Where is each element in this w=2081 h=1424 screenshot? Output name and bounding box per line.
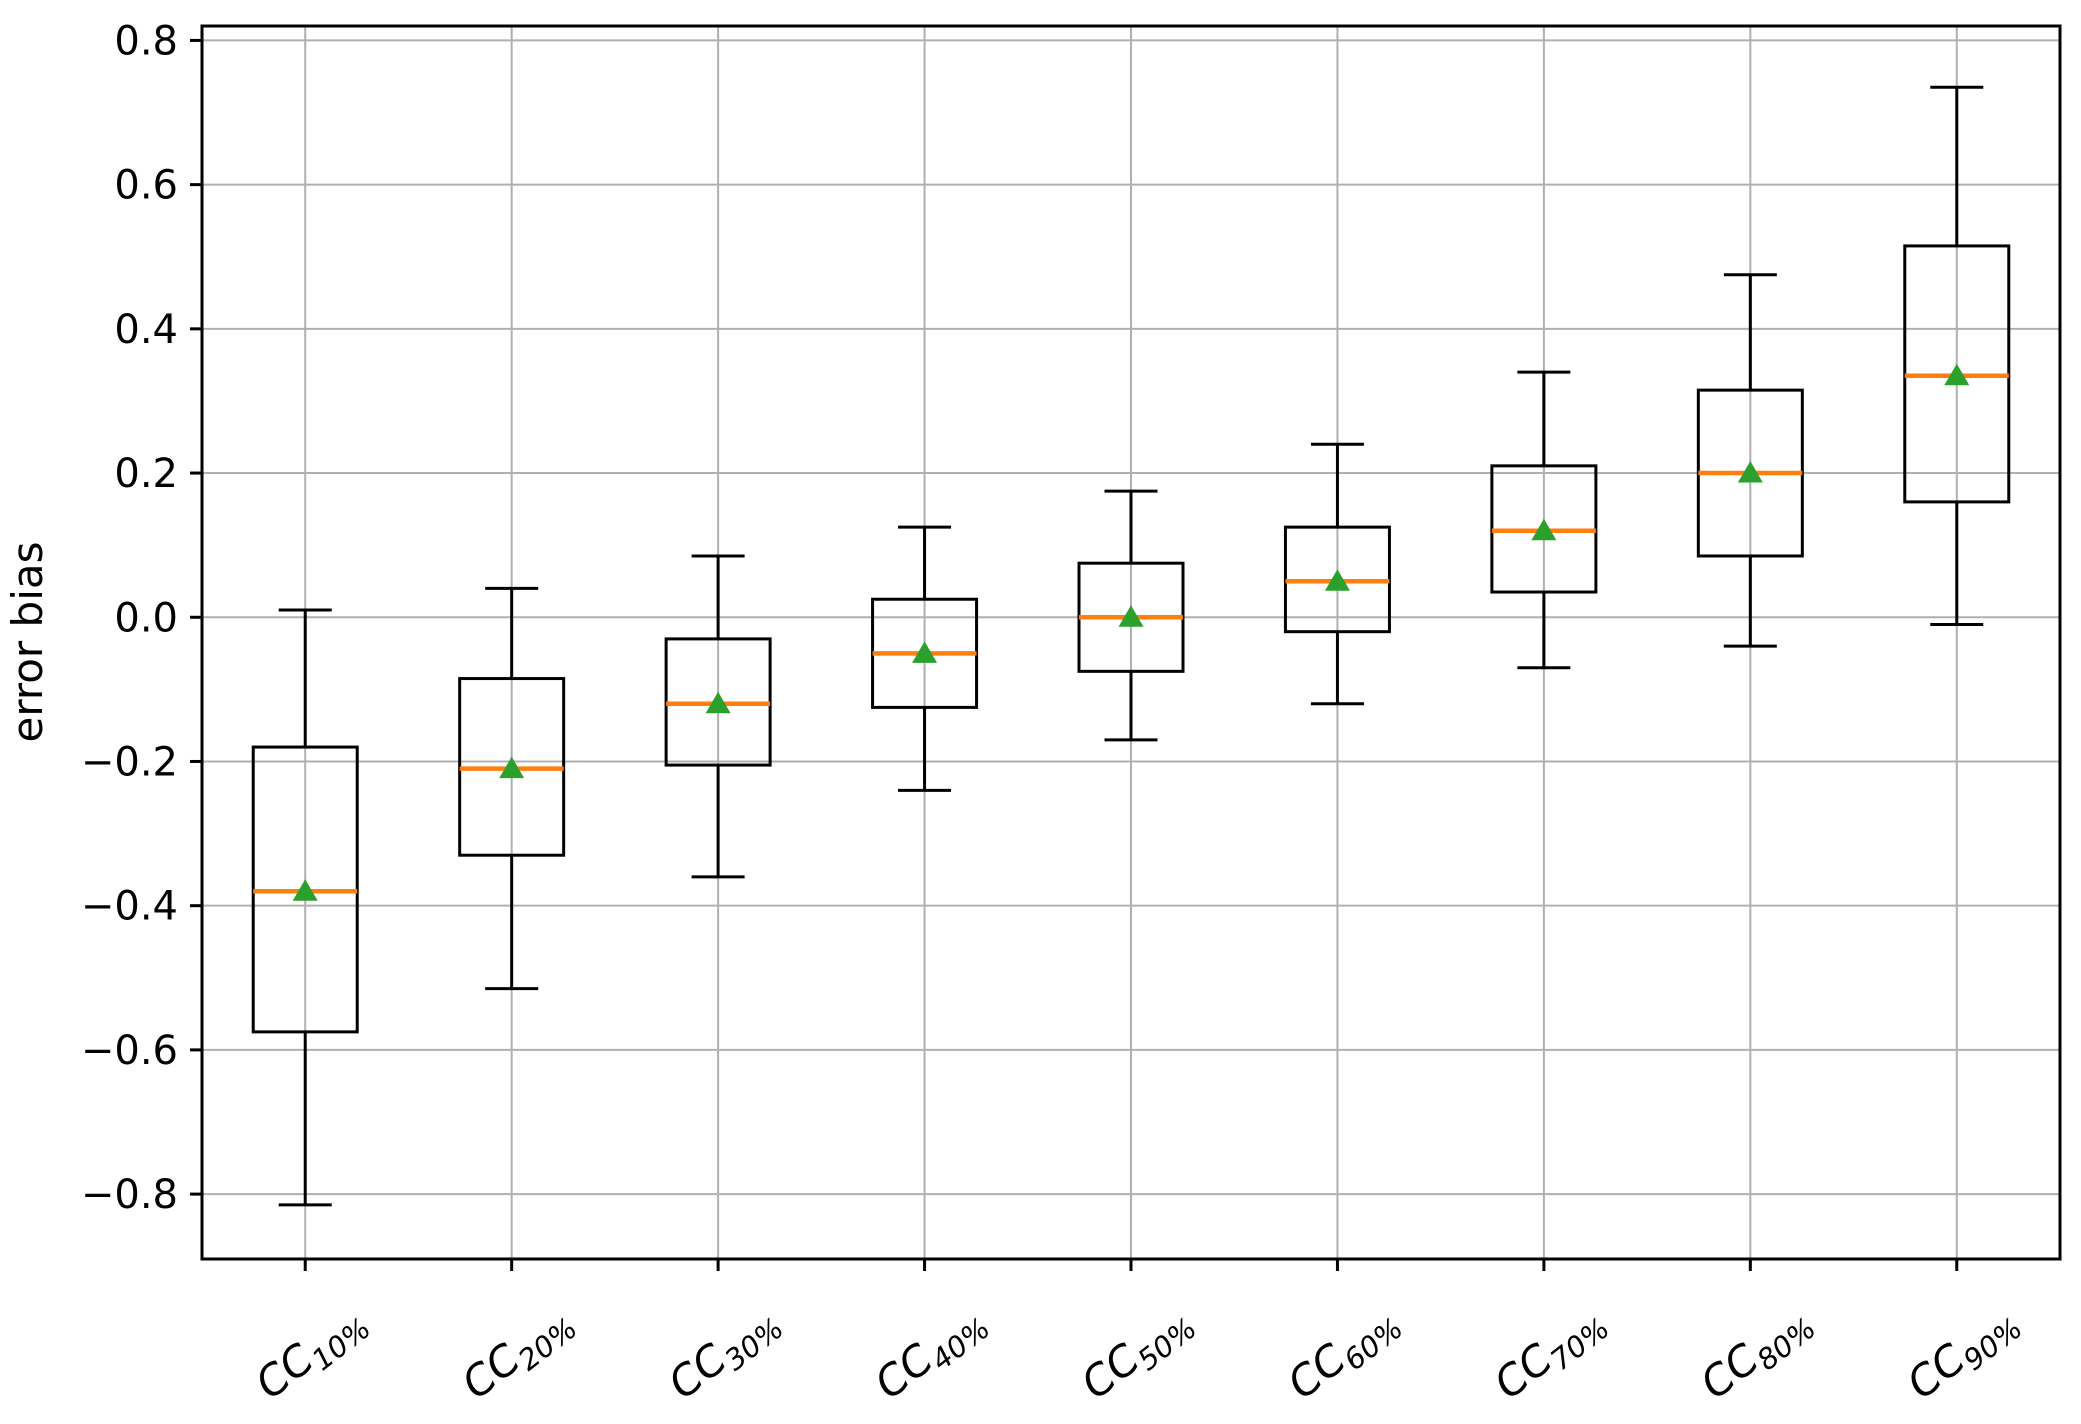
box-CC30% [664,554,772,879]
mean-triangle-icon [499,756,525,779]
mean-triangle-icon [1324,569,1350,591]
y-tick-label: −0.8 [81,1172,178,1218]
mean-triangle-icon [1944,363,1970,386]
y-tick-label: 0.0 [114,595,178,641]
y-tick-label: −0.6 [81,1028,178,1074]
box-CC60% [1283,442,1391,706]
y-tick-label: 0.2 [114,451,178,497]
y-tick-label: 0.4 [114,307,178,353]
box-CC40% [871,525,979,792]
y-tick-label: 0.6 [114,163,178,209]
y-axis-label: error bias [3,542,52,743]
y-axis: 0.8 0.6 0.4 0.2 0.0 −0.2 −0.4 −0.6 −0.8 [81,18,202,1218]
box-CC20% [458,586,566,991]
y-tick-label: −0.4 [81,884,178,930]
box-CC70% [1490,370,1598,670]
box-CC80% [1696,273,1804,648]
mean-triangle-icon [292,879,318,901]
y-tick-label: 0.8 [114,18,178,64]
mean-triangle-icon [1737,461,1763,483]
mean-triangle-icon [1118,605,1144,627]
box-CC90% [1903,85,2011,626]
mean-triangle-icon [1531,518,1557,541]
mean-triangle-icon [912,641,938,663]
mean-triangle-icon [705,691,731,714]
box-CC10% [251,608,359,1207]
box-CC50% [1077,489,1185,742]
y-tick-label: −0.2 [81,739,178,785]
